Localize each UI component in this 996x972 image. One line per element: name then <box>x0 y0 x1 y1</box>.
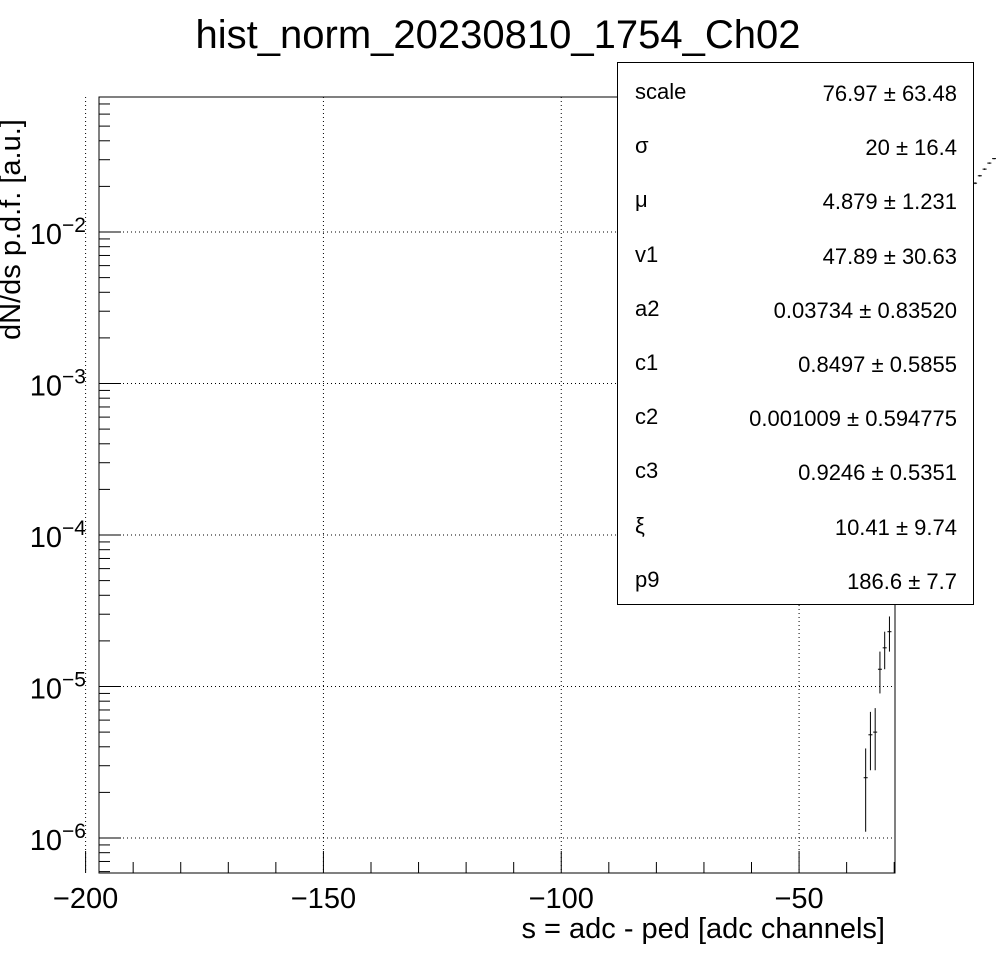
stats-param-value: 186.6 ± 7.7 <box>847 568 957 594</box>
y-tick-label: 10−2 <box>30 214 86 251</box>
stats-param-name: v1 <box>635 241 659 267</box>
stats-param-value: 0.9246 ± 0.5351 <box>798 460 957 486</box>
stats-param-value: 76.97 ± 63.48 <box>822 81 957 106</box>
stats-row: σ 20 ± 16.4 <box>618 119 973 173</box>
stats-param-name: μ <box>635 187 648 213</box>
stats-row: v1 47.89 ± 30.63 <box>618 228 973 282</box>
stats-param-value: 20 ± 16.4 <box>865 135 957 161</box>
x-axis-label: s = adc - ped [adc channels] <box>521 913 885 945</box>
data-point <box>863 748 868 832</box>
y-tick-label: 10−3 <box>30 366 86 403</box>
stats-param-value: 0.8497 ± 0.5855 <box>798 352 957 377</box>
stats-row: scale 76.97 ± 63.48 <box>618 65 973 119</box>
stats-row: c3 0.9246 ± 0.5351 <box>618 444 973 498</box>
x-tick-label: −150 <box>291 883 356 915</box>
x-tick-labels: −200−150−100−50050100 <box>53 883 824 915</box>
stats-row: a2 0.03734 ± 0.83520 <box>618 282 973 336</box>
data-point <box>987 162 992 164</box>
stats-param-value: 4.879 ± 1.231 <box>822 189 957 215</box>
y-minor-ticks <box>99 103 110 873</box>
chart-title: hist_norm_20230810_1754_Ch02 <box>196 13 801 57</box>
stats-param-value: 0.03734 ± 0.83520 <box>773 297 957 323</box>
grid-lines <box>85 97 895 873</box>
stats-param-name: scale <box>635 79 687 104</box>
stats-param-name: c3 <box>635 458 659 484</box>
data-point <box>982 168 987 170</box>
data-point <box>887 616 892 652</box>
stats-row: c1 0.8497 ± 0.5855 <box>618 336 973 390</box>
x-tick-label: −50 <box>774 883 823 915</box>
data-point <box>882 631 887 670</box>
data-point <box>877 651 882 694</box>
y-axis-label: dN/ds p.d.f. [a.u.] <box>0 119 27 340</box>
stats-row: p9 186.6 ± 7.7 <box>618 553 973 607</box>
stats-param-name: c2 <box>635 404 659 430</box>
y-tick-label: 10−4 <box>30 517 87 554</box>
stats-row: ξ 10.41 ± 9.74 <box>618 499 973 553</box>
stats-param-name: ξ <box>635 512 645 538</box>
stats-param-name: a2 <box>635 295 660 321</box>
x-tick-label: −200 <box>53 883 118 915</box>
stats-param-name: σ <box>635 133 649 159</box>
fit-stats-box: scale 76.97 ± 63.48 σ 20 ± 16.4 μ 4.879 ± 1.2… <box>617 62 974 605</box>
data-point <box>992 157 996 160</box>
stats-param-value: 47.89 ± 30.63 <box>822 243 957 269</box>
stats-param-value: 0.001009 ± 0.594775 <box>749 406 957 432</box>
y-tick-label: 10−5 <box>30 669 86 706</box>
data-point <box>977 174 982 177</box>
x-minor-ticks <box>132 862 895 873</box>
data-point <box>868 711 873 771</box>
stats-param-name: p9 <box>635 566 660 592</box>
stats-row: c2 0.001009 ± 0.594775 <box>618 390 973 444</box>
stats-row: μ 4.879 ± 1.231 <box>618 173 973 227</box>
data-point <box>873 708 878 771</box>
x-tick-label: −100 <box>529 883 594 915</box>
stats-param-name: c1 <box>635 350 659 375</box>
y-tick-label: 10−6 <box>30 820 86 857</box>
y-tick-labels: 10−6 10−5 10−4 10−3 10−2 <box>30 214 87 857</box>
stats-param-value: 10.41 ± 9.74 <box>834 514 957 540</box>
